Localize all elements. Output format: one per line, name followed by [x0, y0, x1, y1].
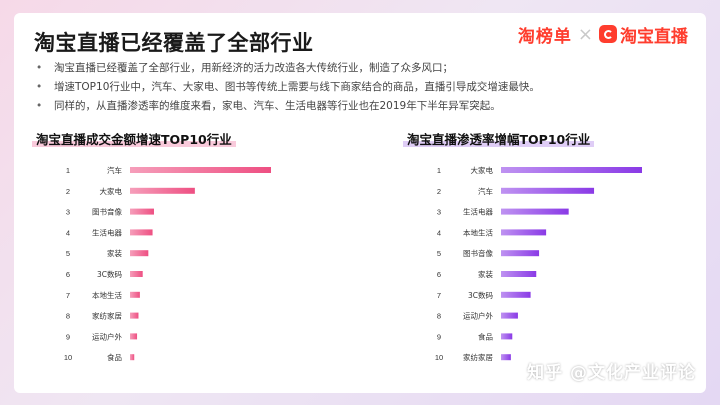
- left-bar-chart: 1 汽车 2 大家电 3 图书音像 4 生活电器 5 家装 6 3C数码 7 本地生活 8 家纺家居 9 运动户外…: [64, 165, 271, 362]
- bar: [130, 167, 271, 173]
- category-label: 食品: [478, 331, 493, 341]
- category-label: 家纺家居: [92, 311, 122, 321]
- right-bar-chart: 1 大家电 2 汽车 3 生活电器 4 本地生活 5 图书音像 6 家装 7 3C数码 8 运动户外 9 食品 10…: [435, 165, 642, 362]
- rank-label: 3: [66, 208, 70, 217]
- bar: [501, 354, 511, 361]
- bullet-item: • 淘宝直播已经覆盖了全部行业，用新经济的活力改造各大传统行业，制造了众多风口；: [36, 59, 540, 78]
- category-label: 汽车: [478, 186, 493, 196]
- rank-label: 7: [66, 291, 70, 300]
- rank-label: 1: [437, 166, 441, 175]
- rank-label: 5: [66, 249, 70, 258]
- bar: [501, 187, 595, 194]
- bar: [130, 271, 143, 277]
- bar: [130, 229, 153, 236]
- category-label: 图书音像: [92, 207, 122, 217]
- bar: [501, 167, 642, 173]
- bar: [501, 229, 547, 236]
- bullet-text: 增速TOP10行业中，汽车、大家电、图书等传统上需要与线下商家结合的商品，直播引…: [54, 81, 540, 93]
- bar: [130, 291, 140, 298]
- bar: [130, 333, 138, 340]
- bar: [501, 208, 569, 215]
- category-label: 家纺家居: [463, 352, 493, 362]
- category-label: 生活电器: [92, 227, 122, 237]
- logo-area: 淘榜单 × 淘宝直播: [518, 21, 688, 47]
- bar: [130, 354, 135, 361]
- rank-label: 10: [435, 353, 443, 362]
- rank-label: 10: [64, 353, 72, 362]
- rank-label: 7: [437, 291, 441, 300]
- bullet-icon: •: [36, 62, 43, 74]
- category-label: 汽车: [107, 165, 122, 175]
- bullet-icon: •: [36, 100, 43, 112]
- bar: [501, 271, 537, 277]
- bullet-list: • 淘宝直播已经覆盖了全部行业，用新经济的活力改造各大传统行业，制造了众多风口； …: [36, 59, 540, 116]
- taobangdan-logo: 淘榜单: [517, 26, 572, 47]
- bullet-item: • 增速TOP10行业中，汽车、大家电、图书等传统上需要与线下商家结合的商品，直播…: [36, 78, 540, 97]
- category-label: 家装: [107, 248, 122, 258]
- bar: [130, 312, 139, 319]
- taobao-live-logo: 淘宝直播: [599, 22, 688, 47]
- category-label: 3C数码: [468, 290, 494, 300]
- watermark: 知乎 @文化产业评论: [527, 363, 696, 383]
- rank-label: 4: [66, 228, 70, 237]
- category-label: 家装: [478, 269, 493, 279]
- bar: [501, 333, 513, 340]
- category-label: 大家电: [100, 186, 123, 196]
- live-mark-icon: [599, 25, 617, 43]
- bar: [501, 250, 540, 257]
- bar: [501, 291, 531, 298]
- category-label: 3C数码: [97, 269, 123, 279]
- page-title: 淘宝直播已经覆盖了全部行业: [34, 31, 314, 55]
- rank-label: 1: [66, 166, 70, 175]
- category-label: 图书音像: [463, 248, 493, 258]
- rank-label: 5: [437, 249, 441, 258]
- category-label: 运动户外: [92, 331, 122, 341]
- category-label: 生活电器: [463, 207, 493, 217]
- rank-label: 4: [437, 228, 441, 237]
- rank-label: 9: [66, 332, 70, 341]
- category-label: 大家电: [471, 165, 494, 175]
- separator-icon: ×: [577, 23, 593, 45]
- right-chart-title: 淘宝直播渗透率增幅TOP10行业: [403, 129, 595, 148]
- bar: [130, 250, 149, 257]
- rank-label: 3: [437, 208, 441, 217]
- rank-label: 8: [66, 312, 70, 321]
- rank-label: 8: [437, 312, 441, 321]
- rank-label: 2: [437, 187, 441, 196]
- rank-label: 6: [66, 270, 70, 279]
- bar: [501, 312, 518, 319]
- bar: [130, 208, 154, 215]
- rank-label: 6: [437, 270, 441, 279]
- slide: 淘宝直播已经覆盖了全部行业 淘榜单 × 淘宝直播 • 淘宝直播已经覆盖了全部行业，…: [14, 13, 706, 393]
- taobao-live-logo-text: 淘宝直播: [620, 26, 688, 47]
- left-chart-title: 淘宝直播成交金额增速TOP10行业: [32, 129, 236, 148]
- bullet-icon: •: [36, 81, 43, 93]
- category-label: 食品: [107, 352, 122, 362]
- rank-label: 9: [437, 332, 441, 341]
- category-label: 本地生活: [92, 290, 122, 300]
- rank-label: 2: [66, 187, 70, 196]
- category-label: 运动户外: [463, 311, 493, 321]
- category-label: 本地生活: [463, 227, 493, 237]
- bullet-item: • 同样的，从直播渗透率的维度来看，家电、汽车、生活电器等行业也在2019年下半年…: [36, 97, 540, 116]
- bullet-text: 淘宝直播已经覆盖了全部行业，用新经济的活力改造各大传统行业，制造了众多风口；: [54, 62, 453, 74]
- bar: [130, 187, 195, 194]
- bullet-text: 同样的，从直播渗透率的维度来看，家电、汽车、生活电器等行业也在2019年下半年异…: [54, 100, 501, 112]
